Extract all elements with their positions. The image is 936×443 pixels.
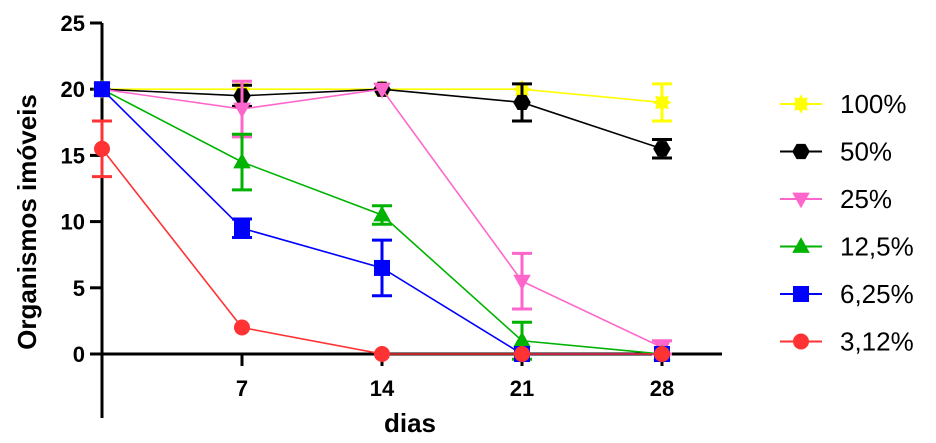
data-point bbox=[374, 346, 390, 362]
legend-item: 100% bbox=[780, 89, 907, 119]
legend-item: 50% bbox=[780, 137, 892, 167]
legend-item: 25% bbox=[780, 184, 892, 214]
legend-marker bbox=[793, 333, 809, 350]
y-tick-label: 25 bbox=[61, 11, 85, 36]
data-point bbox=[374, 259, 390, 276]
series-12-5- bbox=[93, 80, 671, 361]
legend-marker bbox=[792, 143, 810, 160]
data-point bbox=[233, 152, 251, 169]
data-point bbox=[654, 346, 670, 362]
data-point bbox=[513, 331, 531, 348]
legend-marker bbox=[791, 94, 811, 114]
data-point bbox=[373, 205, 391, 222]
data-point bbox=[94, 81, 110, 98]
y-tick-label: 0 bbox=[73, 342, 85, 367]
x-tick-label: 21 bbox=[510, 376, 534, 401]
data-point bbox=[234, 319, 250, 336]
x-tick-label: 7 bbox=[236, 376, 248, 401]
series-25- bbox=[93, 79, 672, 357]
legend: 100% 50% 25% 12,5% 6,25% 3,12% bbox=[780, 89, 914, 357]
data-point bbox=[653, 141, 671, 157]
data-point bbox=[514, 346, 530, 362]
y-axis-title: Organismos imóveis bbox=[12, 94, 42, 350]
legend-item: 6,25% bbox=[780, 279, 914, 309]
data-point bbox=[513, 94, 531, 111]
y-tick-label: 10 bbox=[61, 210, 85, 235]
legend-label: 3,12% bbox=[840, 327, 914, 357]
legend-item: 3,12% bbox=[780, 327, 914, 357]
legend-label: 50% bbox=[840, 137, 892, 167]
data-point bbox=[513, 274, 531, 291]
data-point bbox=[234, 220, 250, 237]
y-tick-label: 15 bbox=[61, 143, 85, 168]
legend-marker bbox=[792, 237, 810, 253]
x-tick-label: 14 bbox=[370, 376, 395, 401]
data-point bbox=[652, 92, 672, 113]
series-3-12- bbox=[92, 119, 670, 362]
legend-label: 25% bbox=[840, 184, 892, 214]
y-tick-label: 5 bbox=[73, 276, 85, 301]
x-axis-title: dias bbox=[384, 408, 436, 438]
axes: 0 5 10 15 20 25 7 14 21 28 bbox=[61, 11, 722, 418]
legend-label: 6,25% bbox=[840, 279, 914, 309]
y-tick-label: 20 bbox=[61, 77, 85, 102]
legend-marker bbox=[793, 286, 809, 302]
legend-marker bbox=[792, 192, 810, 209]
x-tick-label: 28 bbox=[650, 376, 674, 401]
data-point bbox=[233, 102, 251, 119]
legend-label: 12,5% bbox=[840, 232, 914, 262]
data-point bbox=[94, 140, 110, 157]
series-layer bbox=[92, 79, 672, 362]
legend-item: 12,5% bbox=[780, 232, 914, 262]
legend-label: 100% bbox=[840, 89, 907, 119]
data-point bbox=[373, 82, 391, 99]
